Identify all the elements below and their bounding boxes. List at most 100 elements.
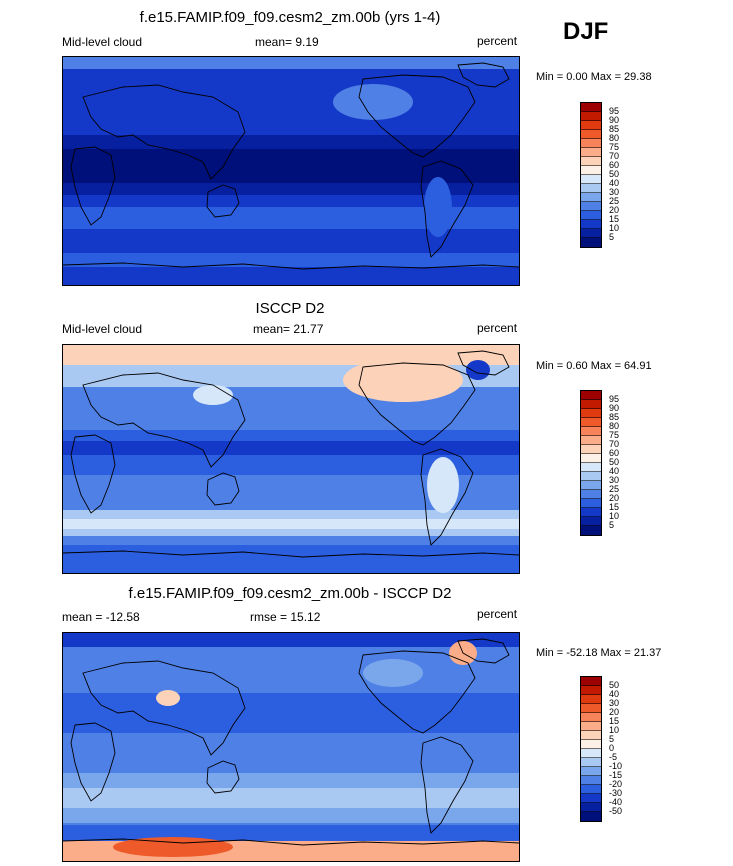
panel2-title: ISCCP D2 — [255, 300, 325, 317]
panel1-title: f.e15.FAMIP.f09_f09.cesm2_zm.00b (yrs 1-… — [139, 9, 441, 26]
colorbar-swatch — [581, 202, 601, 211]
colorbar-label: -15 — [609, 770, 623, 780]
colorbar-label: -40 — [609, 797, 623, 807]
panel1-map-field — [63, 57, 519, 285]
colorbar-swatch — [581, 758, 601, 767]
colorbar-label: -50 — [609, 806, 623, 816]
colorbar-label: 50 — [609, 457, 620, 467]
colorbar-swatch — [581, 794, 601, 803]
colorbar-label: -10 — [609, 761, 623, 771]
colorbar-label: 40 — [609, 178, 620, 188]
colorbar-label: 20 — [609, 707, 620, 717]
colorbar-swatch — [581, 517, 601, 526]
colorbar-swatch — [581, 220, 601, 229]
panel1-minmax: Min = 0.00 Max = 29.38 — [536, 71, 652, 83]
colorbar-swatch — [581, 481, 601, 490]
colorbar-swatch — [581, 400, 601, 409]
colorbar-swatch — [581, 418, 601, 427]
colorbar-swatch — [581, 409, 601, 418]
colorbar-swatch — [581, 436, 601, 445]
colorbar-label: 0 — [609, 743, 615, 753]
colorbar-label: 25 — [609, 484, 620, 494]
colorbar-label: 90 — [609, 115, 620, 125]
colorbar-swatch — [581, 490, 601, 499]
colorbar-swatch — [581, 472, 601, 481]
colorbar-swatch — [581, 803, 601, 812]
colorbar-swatch — [581, 103, 601, 112]
colorbar-label: 40 — [609, 689, 620, 699]
colorbar-label: -5 — [609, 752, 618, 762]
colorbar-swatch — [581, 391, 601, 400]
colorbar-label: 25 — [609, 196, 620, 206]
colorbar-swatch — [581, 508, 601, 517]
colorbar-swatch — [581, 121, 601, 130]
colorbar-label: 5 — [609, 520, 615, 530]
panel2-variable-label: Mid-level cloud — [62, 322, 143, 336]
colorbar-swatch — [581, 695, 601, 704]
colorbar-swatch — [581, 157, 601, 166]
colorbar-label: 40 — [609, 466, 620, 476]
colorbar-label: 85 — [609, 412, 620, 422]
colorbar-label: 10 — [609, 223, 620, 233]
colorbar-label: 5 — [609, 734, 615, 744]
panel2-units: percent — [477, 321, 518, 335]
colorbar-label: 70 — [609, 151, 620, 161]
colorbar-swatch — [581, 238, 601, 247]
panel3-minmax: Min = -52.18 Max = 21.37 — [536, 647, 662, 659]
colorbar-label: 10 — [609, 725, 620, 735]
panel2-minmax: Min = 0.60 Max = 64.91 — [536, 360, 652, 372]
colorbar-swatch — [581, 211, 601, 220]
colorbar-label: 70 — [609, 439, 620, 449]
panel3-title: f.e15.FAMIP.f09_f09.cesm2_zm.00b - ISCCP… — [128, 585, 452, 602]
colorbar-swatch — [581, 704, 601, 713]
colorbar-swatch — [581, 139, 601, 148]
panel1-mean: mean= 9.19 — [255, 35, 319, 49]
colorbar-swatch — [581, 677, 601, 686]
colorbar-label: 80 — [609, 421, 620, 431]
colorbar-label: 15 — [609, 502, 620, 512]
colorbar-swatch — [581, 722, 601, 731]
colorbar-label: 20 — [609, 205, 620, 215]
colorbar-label: 5 — [609, 232, 615, 242]
colorbar-label: 85 — [609, 124, 620, 134]
colorbar-label: 15 — [609, 716, 620, 726]
colorbar-swatch — [581, 463, 601, 472]
colorbar-swatch — [581, 445, 601, 454]
colorbar-label: 95 — [609, 106, 620, 116]
colorbar-label: 50 — [609, 680, 620, 690]
colorbar-swatch — [581, 193, 601, 202]
colorbar-label: 20 — [609, 493, 620, 503]
panel3-colorbar — [580, 676, 602, 822]
colorbar-swatch — [581, 767, 601, 776]
colorbar-swatch — [581, 427, 601, 436]
colorbar-label: 90 — [609, 403, 620, 413]
colorbar-label: 10 — [609, 511, 620, 521]
panel2-map — [62, 344, 520, 574]
panel3-map — [62, 632, 520, 862]
colorbar-swatch — [581, 130, 601, 139]
panel1-colorbar — [580, 102, 602, 248]
colorbar-label: -20 — [609, 779, 623, 789]
colorbar-swatch — [581, 175, 601, 184]
colorbar-swatch — [581, 454, 601, 463]
colorbar-swatch — [581, 112, 601, 121]
colorbar-label: 30 — [609, 475, 620, 485]
colorbar-label: 60 — [609, 448, 620, 458]
panel3-rmse: rmse = 15.12 — [250, 610, 321, 624]
colorbar-swatch — [581, 526, 601, 535]
colorbar-swatch — [581, 229, 601, 238]
panel2-colorbar — [580, 390, 602, 536]
colorbar-swatch — [581, 749, 601, 758]
colorbar-label: -30 — [609, 788, 623, 798]
colorbar-label: 60 — [609, 160, 620, 170]
colorbar-swatch — [581, 785, 601, 794]
colorbar-swatch — [581, 713, 601, 722]
panel2-mean: mean= 21.77 — [253, 322, 324, 336]
colorbar-swatch — [581, 740, 601, 749]
colorbar-label: 30 — [609, 187, 620, 197]
colorbar-label: 75 — [609, 430, 620, 440]
colorbar-swatch — [581, 776, 601, 785]
panel3-map-field — [63, 633, 519, 861]
panel1-map — [62, 56, 520, 286]
season-label: DJF — [563, 18, 609, 45]
